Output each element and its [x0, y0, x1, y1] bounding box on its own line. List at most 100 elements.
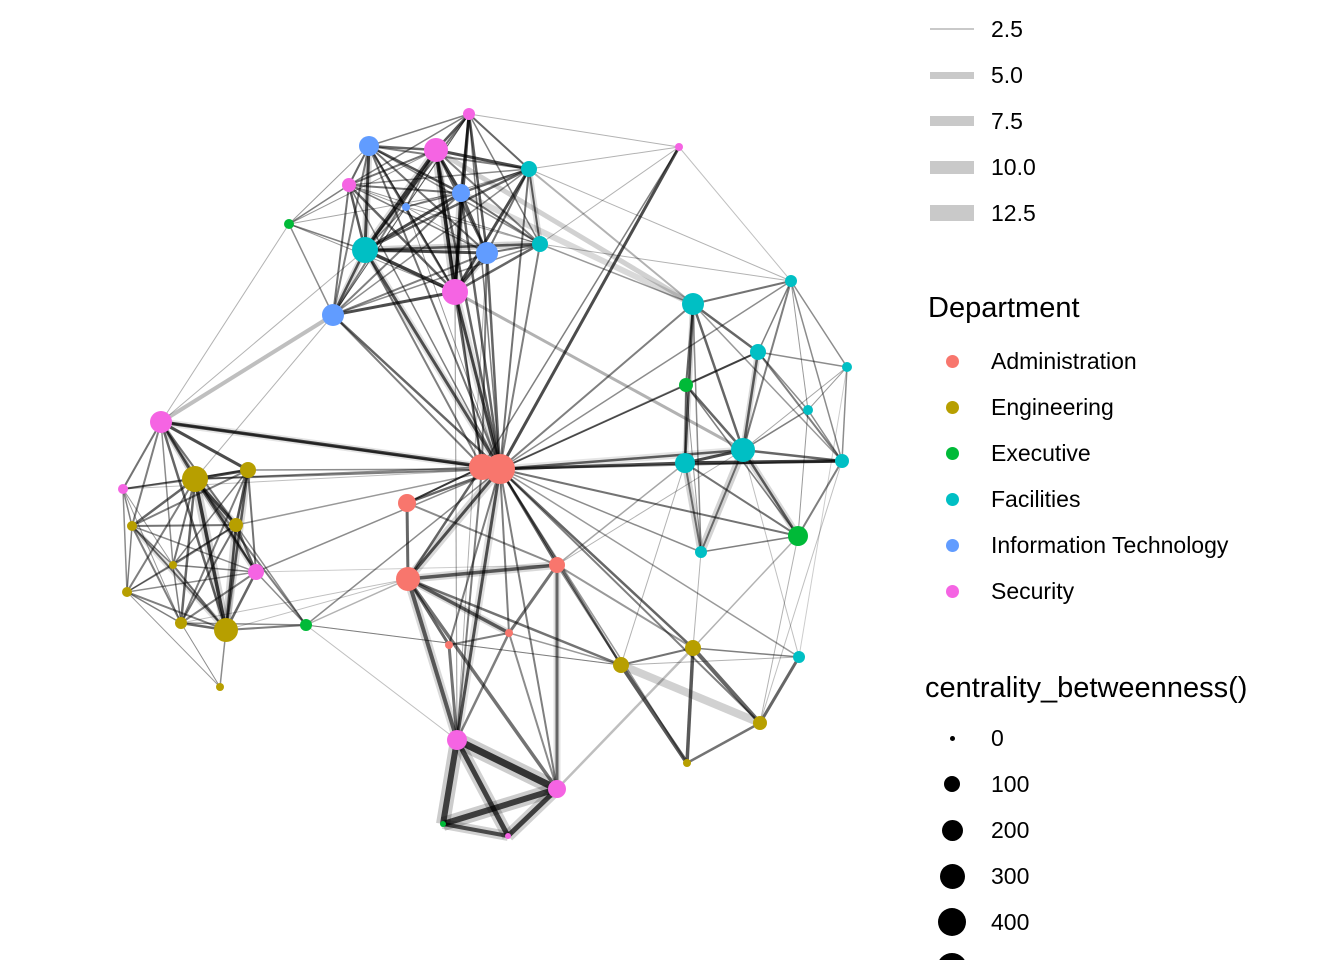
- network-node-security: [505, 833, 511, 839]
- network-edge: [255, 571, 307, 626]
- network-edge: [468, 113, 541, 245]
- size-legend-item: 300: [928, 853, 1029, 899]
- network-edge: [194, 478, 307, 626]
- network-node-engineering: [613, 657, 629, 673]
- network-edge: [405, 502, 410, 580]
- network-node-security: [150, 411, 172, 433]
- network-edge: [508, 632, 558, 790]
- size-legend-title: centrality_betweenness(): [925, 672, 1248, 704]
- network-edge: [364, 242, 541, 252]
- network-node-facilities: [793, 651, 805, 663]
- network-edge: [332, 168, 530, 316]
- network-node-engineering: [127, 521, 137, 531]
- network-edge: [454, 291, 458, 741]
- network-edge: [224, 524, 238, 631]
- network-edge: [498, 146, 681, 470]
- network-edge: [122, 488, 174, 566]
- network-edge: [368, 145, 501, 470]
- network-node-facilities: [731, 438, 755, 462]
- network-edge: [172, 564, 182, 624]
- edge-width-bar: [930, 116, 974, 126]
- network-edge: [453, 291, 484, 468]
- network-edge: [172, 478, 196, 566]
- network-edge: [407, 577, 622, 667]
- network-edge: [678, 146, 792, 282]
- network-edge: [692, 302, 759, 354]
- edge-width-legend-item: 10.0: [928, 144, 1036, 190]
- department-color-dot: [945, 446, 959, 460]
- network-edge: [194, 314, 334, 480]
- edge-width-label: 2.5: [991, 15, 1023, 42]
- network-edge: [684, 462, 799, 537]
- network-edge: [455, 736, 559, 793]
- department-label: Information Technology: [991, 531, 1229, 558]
- network-edge: [790, 280, 843, 462]
- network-edge: [620, 647, 694, 666]
- network-node-engineering: [214, 618, 238, 642]
- network-edge: [759, 460, 843, 724]
- size-legend: 0 100 200 300 400: [928, 715, 1029, 960]
- network-edge: [539, 243, 694, 305]
- network-node-facilities: [803, 405, 813, 415]
- network-edge: [692, 303, 843, 462]
- network-edge: [700, 449, 744, 553]
- size-key: [928, 807, 976, 853]
- network-node-facilities: [675, 453, 695, 473]
- network-edge: [742, 448, 843, 463]
- network-edge: [528, 146, 680, 170]
- network-edge: [447, 644, 459, 741]
- network-edge: [459, 192, 502, 470]
- network-edge: [499, 303, 694, 470]
- network-edge: [159, 421, 228, 631]
- network-edge: [368, 145, 530, 170]
- network-edge: [180, 469, 249, 624]
- network-edge: [757, 280, 792, 353]
- department-color-dot: [945, 492, 959, 506]
- network-edge: [122, 488, 182, 624]
- size-key: [928, 899, 976, 945]
- network-edge: [797, 460, 843, 537]
- network-edge: [685, 647, 695, 764]
- network-edge: [160, 420, 501, 471]
- network-edge: [759, 535, 799, 724]
- size-label: 200: [991, 816, 1030, 843]
- network-edge: [454, 738, 511, 838]
- network-edge: [459, 190, 695, 307]
- edge-width-legend-item: 2.5: [928, 6, 1036, 52]
- network-edge: [499, 461, 686, 471]
- network-graph: [118, 108, 852, 841]
- network-node-engineering: [685, 640, 701, 656]
- network-node-executive: [788, 526, 808, 546]
- size-label: 0: [991, 724, 1004, 751]
- network-edge: [363, 148, 438, 252]
- network-node-security: [463, 108, 475, 120]
- size-dot: [938, 908, 966, 936]
- network-edge: [467, 113, 489, 254]
- network-edge: [305, 624, 458, 741]
- network-edge: [180, 578, 409, 624]
- network-node-executive: [440, 821, 446, 827]
- size-legend-item: 0: [928, 715, 1029, 761]
- size-legend-item: 100: [928, 761, 1029, 807]
- size-dot: [939, 863, 965, 889]
- network-edge: [160, 421, 174, 566]
- network-edge: [131, 477, 196, 528]
- department-key: [928, 568, 976, 614]
- network-edge: [332, 145, 370, 316]
- network-edge: [305, 624, 622, 666]
- network-edge: [364, 191, 462, 252]
- department-legend-item: Facilities: [928, 476, 1228, 522]
- network-edge: [332, 290, 456, 317]
- network-edge: [193, 478, 258, 573]
- network-edge: [332, 314, 501, 470]
- network-node-facilities: [842, 362, 852, 372]
- edge-width-bar: [930, 71, 974, 79]
- department-label: Security: [991, 577, 1075, 604]
- network-edge: [684, 462, 702, 553]
- size-dot: [941, 819, 963, 841]
- network-edge: [499, 468, 799, 537]
- network-node-administration: [445, 641, 453, 649]
- network-edge: [288, 223, 366, 251]
- edge-width-label: 7.5: [991, 107, 1023, 134]
- network-edge: [508, 632, 622, 666]
